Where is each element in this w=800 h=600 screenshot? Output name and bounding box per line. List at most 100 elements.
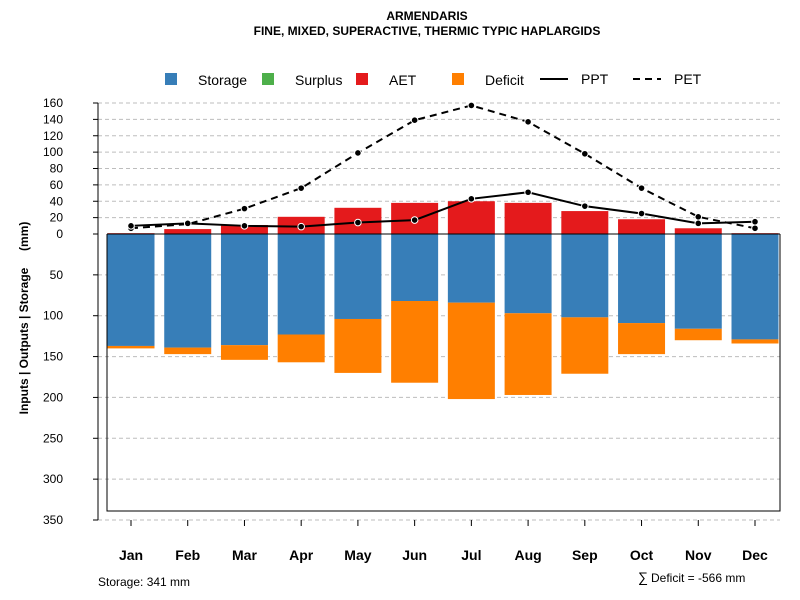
storage-legend-label: Storage xyxy=(198,72,247,88)
ppt-point xyxy=(751,217,759,226)
aet-bar xyxy=(561,211,609,234)
storage-bar xyxy=(731,234,779,340)
pet-point xyxy=(354,149,362,157)
x-tick-label: Jan xyxy=(119,547,143,563)
storage-bar xyxy=(220,234,268,346)
pet-point xyxy=(637,184,646,192)
deficit-bar xyxy=(618,323,666,355)
ppt-point xyxy=(240,222,249,230)
deficit-bar xyxy=(164,347,212,355)
y-tick-label: 120 xyxy=(43,129,63,143)
y-tick-label: 50 xyxy=(50,268,64,282)
x-tick-label: Jul xyxy=(461,547,481,563)
ppt-line xyxy=(130,191,756,228)
storage-total: Storage: 341 mm xyxy=(98,575,190,589)
ppt-point xyxy=(694,219,703,228)
x-tick-label: Apr xyxy=(289,547,314,563)
y-tick-label: 40 xyxy=(50,194,64,208)
x-tick-label: Oct xyxy=(630,547,654,563)
pet-point xyxy=(524,118,532,126)
x-tick-label: Sep xyxy=(572,547,598,563)
ppt-point xyxy=(467,194,476,203)
ppt-point xyxy=(524,188,532,197)
pet-legend-label: PET xyxy=(674,71,702,87)
x-tick-label: Aug xyxy=(514,547,541,563)
deficit-bar xyxy=(107,345,155,349)
deficit-legend-label: Deficit xyxy=(485,72,524,88)
storage-bar xyxy=(277,234,325,335)
pet-point xyxy=(581,149,589,158)
storage-bar xyxy=(334,234,382,319)
sigma-symbol: ∑ xyxy=(638,569,648,585)
storage-bar xyxy=(618,234,666,324)
x-tick-label: Jun xyxy=(402,547,427,563)
storage-bar xyxy=(674,234,722,329)
ppt-point xyxy=(297,222,305,231)
y-tick-label: 250 xyxy=(43,431,63,445)
pet-point xyxy=(751,224,759,233)
y-tick-label: 140 xyxy=(43,112,63,126)
deficit-bar xyxy=(277,334,325,363)
deficit-bar xyxy=(334,318,382,373)
bars xyxy=(107,201,779,400)
y-tick-label: 300 xyxy=(43,472,63,486)
y-tick-label: 150 xyxy=(43,350,63,364)
aet-bar xyxy=(674,228,722,234)
storage-bar xyxy=(391,234,439,302)
x-tick-label: Feb xyxy=(175,547,200,563)
deficit-bar xyxy=(504,313,552,395)
deficit-total: Deficit = -566 mm xyxy=(651,571,745,585)
aet-bar xyxy=(504,202,552,234)
x-tick-label: May xyxy=(344,547,371,563)
ppt-point xyxy=(581,202,589,210)
pet-point xyxy=(410,116,419,124)
y-tick-label: 100 xyxy=(43,145,63,159)
aet-bar xyxy=(447,201,495,234)
deficit-legend-key xyxy=(452,73,464,85)
storage-bar xyxy=(447,234,495,303)
surplus-legend-key xyxy=(262,73,274,85)
ppt-point xyxy=(354,218,362,227)
y-tick-label: 20 xyxy=(50,211,64,225)
deficit-bar xyxy=(731,339,779,344)
y-tick-label: 80 xyxy=(50,162,64,176)
pet-point xyxy=(694,213,703,221)
y-tick-label: 0 xyxy=(56,227,63,241)
y-tick-label: 200 xyxy=(43,390,63,404)
ppt-point xyxy=(183,219,192,228)
plot-frame xyxy=(106,234,781,512)
storage-bar xyxy=(561,234,609,318)
pet-line xyxy=(130,104,756,230)
storage-bar xyxy=(504,234,552,314)
ppt-point xyxy=(637,209,646,218)
storage-legend-key xyxy=(165,73,177,85)
storage-bar xyxy=(164,234,212,348)
x-tick-label: Mar xyxy=(232,547,257,563)
axes: 0 20 40 60 80 100 120 140 160 50 100 150 200 250 300 35… xyxy=(43,96,781,563)
x-tick-label: Dec xyxy=(742,547,768,563)
deficit-bar xyxy=(220,345,268,360)
deficit-bar xyxy=(674,328,722,341)
pet-point xyxy=(297,184,305,192)
deficit-bar xyxy=(447,302,495,400)
y-tick-label: 60 xyxy=(50,178,64,192)
y-axis-label: Inputs | Outputs | Storage (mm) xyxy=(17,222,31,415)
aet-legend-key xyxy=(356,73,368,85)
legend: Storage Surplus AET Deficit PPT PET xyxy=(165,71,702,88)
ppt-point xyxy=(410,216,419,224)
y-tick-label: 350 xyxy=(43,513,63,527)
lines xyxy=(127,101,759,233)
y-tick-label: 160 xyxy=(43,96,63,110)
surplus-legend-label: Surplus xyxy=(295,72,342,88)
chart-title: ARMENDARIS xyxy=(386,9,467,23)
x-tick-label: Nov xyxy=(685,547,712,563)
aet-bar xyxy=(618,219,666,234)
aet-legend-label: AET xyxy=(389,72,417,88)
deficit-bar xyxy=(391,301,439,383)
ppt-legend-label: PPT xyxy=(581,71,609,87)
deficit-bar xyxy=(561,317,609,374)
pet-point xyxy=(467,101,476,110)
storage-bar xyxy=(107,234,155,346)
y-tick-label: 100 xyxy=(43,309,63,323)
